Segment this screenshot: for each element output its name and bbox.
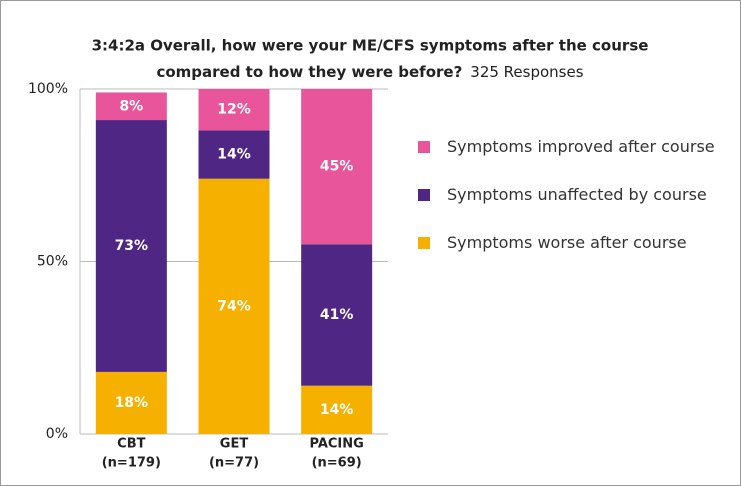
- x-tick-label: PACING: [310, 437, 364, 452]
- legend-item: Symptoms unaffected by course: [418, 183, 728, 207]
- legend-item: Symptoms improved after course: [418, 135, 728, 159]
- data-label: 41%: [320, 307, 354, 323]
- x-tick-label: CBT: [117, 437, 145, 452]
- y-tick-label: 100%: [28, 81, 68, 97]
- data-label: 14%: [320, 402, 354, 418]
- legend-label: Symptoms improved after course: [447, 137, 715, 156]
- x-tick-note: (n=69): [312, 456, 362, 471]
- data-label: 45%: [320, 159, 354, 175]
- bar-segment: [301, 89, 373, 245]
- data-label: 18%: [115, 395, 149, 411]
- x-tick-label: GET: [220, 437, 249, 452]
- chart-title: compared to how they were before?: [156, 63, 462, 81]
- data-label: 12%: [217, 102, 251, 118]
- legend-label: Symptoms unaffected by course: [447, 185, 707, 204]
- legend: Symptoms improved after course Symptoms u…: [418, 135, 728, 279]
- legend-swatch: [418, 237, 430, 249]
- chart-title-line: compared to how they were before? 325 Res…: [156, 63, 583, 81]
- chart-title: 3:4:2a Overall, how were your ME/CFS sym…: [92, 37, 649, 55]
- chart-subtitle: 325 Responses: [470, 63, 583, 81]
- legend-item: Symptoms worse after course: [418, 231, 728, 255]
- data-label: 73%: [115, 238, 149, 254]
- bar-segment: [198, 178, 270, 434]
- data-label: 14%: [217, 147, 251, 163]
- bar-segment: [301, 244, 373, 386]
- x-tick-note: (n=77): [209, 456, 259, 471]
- y-tick-label: 0%: [46, 426, 68, 442]
- data-label: 8%: [119, 98, 143, 114]
- bar-segment: [198, 89, 270, 131]
- x-tick-note: (n=179): [102, 456, 161, 471]
- data-label: 74%: [217, 298, 251, 314]
- bar-segment: [95, 371, 167, 434]
- bar-segment: [198, 130, 270, 179]
- y-tick-label: 50%: [37, 254, 68, 270]
- legend-swatch: [418, 141, 430, 153]
- bar-segment: [95, 120, 167, 372]
- bar-segment: [301, 385, 373, 434]
- legend-swatch: [418, 189, 430, 201]
- bar-segment: [95, 92, 167, 121]
- legend-label: Symptoms worse after course: [447, 233, 687, 252]
